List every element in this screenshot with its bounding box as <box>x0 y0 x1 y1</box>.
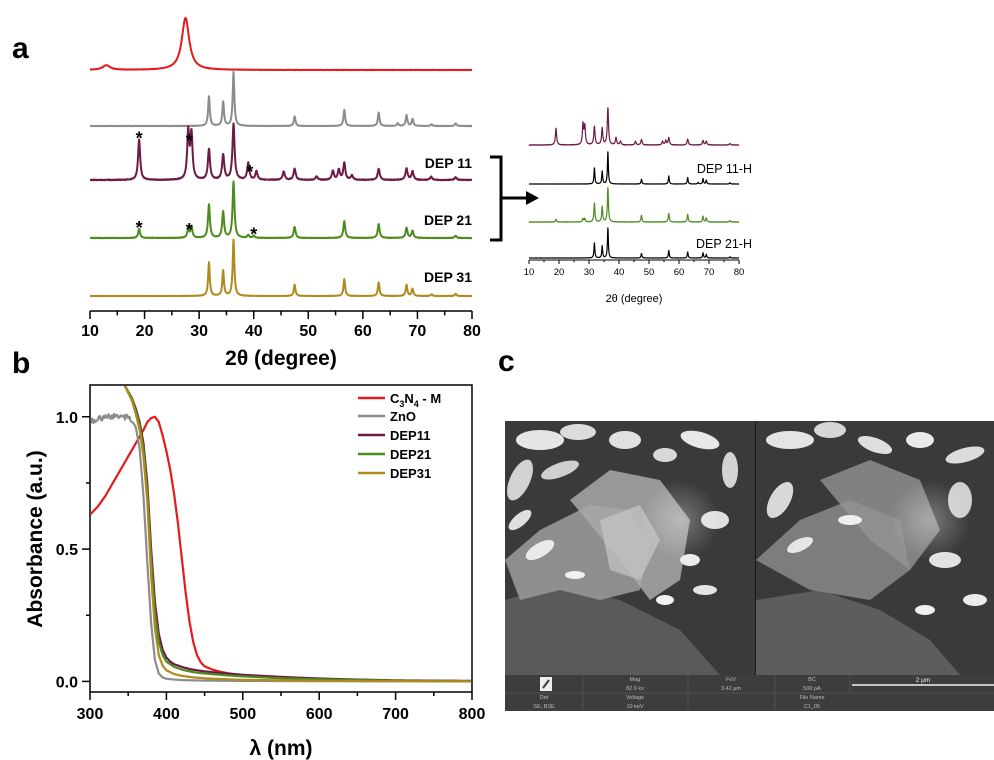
xrd-main-tick-label-20: 20 <box>136 323 154 340</box>
legend-entry-dep11: DEP11 <box>390 428 430 443</box>
xrd-main-tick-label-30: 30 <box>190 323 208 340</box>
xrd-inset-label-dep-11-h: DEP 11-H <box>697 162 752 176</box>
xrd-main-x-axis: 10 20 30 40 50 60 70 80 <box>81 310 481 340</box>
uv-vis-series-dep31 <box>123 386 471 683</box>
xrd-inset-label-dep-21-h: DEP 21-H <box>696 237 752 251</box>
uv-vis-y-tick-label-0: 0.0 <box>56 674 78 691</box>
xrd-inset-series-4 <box>528 227 740 259</box>
xrd-inset-series-3 <box>528 187 740 223</box>
sem-fov-label: FoV <box>726 677 736 683</box>
xrd-main-series-4 <box>90 180 472 240</box>
asterisk-annotation-3: * <box>246 162 253 182</box>
sem-fov-value: 3.42 μm <box>721 686 741 692</box>
xrd-inset-tick-label-10: 10 <box>524 267 535 278</box>
xrd-main-tick-label-80: 80 <box>463 323 481 340</box>
xrd-main-x-axis-title: 2θ (degree) <box>225 347 337 370</box>
uv-vis-x-tick-label-300: 300 <box>77 706 104 723</box>
xrd-main-chart: * * * * * * DEP 11 DEP 21 DEP 31 10 20 30 40 50 60 70… <box>81 16 481 370</box>
arrow-head <box>526 191 539 205</box>
sem-logo-icon <box>540 677 552 691</box>
sem-voltage-value: 10 keV <box>626 704 643 710</box>
xrd-inset-series-labels: DEP 11-H DEP 21-H <box>696 162 752 251</box>
sem-voltage-label: Voltage <box>626 695 644 701</box>
panel-letter-b: b <box>12 347 30 380</box>
panel-letter-a: a <box>12 32 29 65</box>
xrd-inset-chart: DEP 11-H DEP 21-H 10 20 30 40 50 60 70 80 2θ (de… <box>524 107 752 305</box>
uv-vis-chart: 300 400 500 600 700 800 0.0 0.5 1.0 λ (nm) Absor… <box>24 384 486 760</box>
uv-vis-x-tick-label-500: 500 <box>229 706 256 723</box>
panel-letter-c: c <box>498 345 515 378</box>
uv-vis-x-tick-label-600: 600 <box>306 706 333 723</box>
sem-image-right <box>756 421 994 675</box>
xrd-inset-tick-label-20: 20 <box>554 267 565 278</box>
uv-vis-y-tick-label-1: 0.5 <box>56 542 78 559</box>
asterisk-annotation-1: * <box>136 129 143 149</box>
xrd-main-tick-label-50: 50 <box>299 323 317 340</box>
xrd-inset-tick-label-70: 70 <box>704 267 715 278</box>
xrd-main-series-1 <box>90 16 472 72</box>
uv-vis-x-axis-title: λ (nm) <box>250 737 313 760</box>
xrd-main-tick-label-40: 40 <box>245 323 263 340</box>
sem-bc-value: 500 pA <box>803 686 821 692</box>
xrd-main-label-dep-21: DEP 21 <box>424 212 472 228</box>
asterisk-annotation-4: * <box>136 218 143 238</box>
xrd-inset-tick-label-80: 80 <box>734 267 745 278</box>
uv-vis-axes: 300 400 500 600 700 800 0.0 0.5 1.0 <box>56 410 486 723</box>
xrd-inset-tick-label-30: 30 <box>584 267 595 278</box>
xrd-inset-series-1 <box>528 107 740 146</box>
legend-entry-dep21: DEP21 <box>390 447 431 462</box>
uv-vis-legend: C3N4 - M ZnO DEP11 DEP21 DEP31 <box>358 391 441 481</box>
xrd-inset-tick-label-40: 40 <box>614 267 625 278</box>
xrd-main-series-2 <box>90 70 472 128</box>
legend-entry-zno: ZnO <box>390 409 416 424</box>
legend-entry-dep31: DEP31 <box>390 466 431 481</box>
sem-image-left <box>505 421 755 675</box>
xrd-main-tick-label-70: 70 <box>409 323 427 340</box>
uv-vis-y-tick-label-2: 1.0 <box>56 410 78 427</box>
xrd-inset-tick-label-50: 50 <box>644 267 655 278</box>
bracket-line <box>490 155 503 242</box>
xrd-main-tick-label-10: 10 <box>81 323 99 340</box>
asterisk-annotation-6: * <box>250 224 257 244</box>
xrd-main-tick-label-60: 60 <box>354 323 372 340</box>
asterisk-annotation-2: * <box>186 131 193 151</box>
uv-vis-series-group <box>91 386 471 683</box>
sem-mag-label: Mag <box>630 677 641 683</box>
sem-file-value: C1_05 <box>804 704 820 710</box>
uv-vis-x-tick-label-700: 700 <box>382 706 409 723</box>
sem-scale-label: 2 μm <box>916 677 931 684</box>
sem-bc-label: BC <box>808 677 816 683</box>
sem-mag-value: 82.9 kx <box>626 686 644 692</box>
xrd-main-annotations: * * * * * * <box>136 129 258 245</box>
uv-vis-x-tick-label-400: 400 <box>153 706 180 723</box>
inset-bracket <box>490 155 539 242</box>
xrd-main-series-5 <box>90 238 472 298</box>
xrd-main-label-dep-31: DEP 31 <box>424 269 472 285</box>
uv-vis-x-tick-label-800: 800 <box>459 706 486 723</box>
sem-det-value: SE, BSE <box>533 704 555 710</box>
xrd-inset-x-axis-title: 2θ (degree) <box>606 293 663 305</box>
sem-det-label: Det <box>540 695 549 701</box>
asterisk-annotation-5: * <box>186 220 193 240</box>
xrd-inset-series-2 <box>528 151 740 185</box>
sem-file-label: File Name <box>799 695 824 701</box>
sem-micrograph: Mag 82.9 kx FoV 3.42 μm BC 500 pA 2 μm D… <box>505 421 994 711</box>
xrd-main-series-3 <box>90 122 472 182</box>
xrd-inset-x-axis: 10 20 30 40 50 60 70 80 <box>524 259 745 278</box>
xrd-inset-series-group <box>528 107 740 259</box>
legend-entry-c3n4: C3N4 - M <box>390 391 441 409</box>
xrd-inset-tick-label-60: 60 <box>674 267 685 278</box>
xrd-main-series-group <box>90 16 472 298</box>
sem-info-bar: Mag 82.9 kx FoV 3.42 μm BC 500 pA 2 μm D… <box>505 675 994 711</box>
xrd-main-label-dep-11: DEP 11 <box>425 155 472 171</box>
sem-scale-bar: 2 μm <box>852 677 994 686</box>
uv-vis-y-axis-title: Absorbance (a.u.) <box>24 450 47 627</box>
xrd-main-series-labels: DEP 11 DEP 21 DEP 31 <box>424 155 472 285</box>
